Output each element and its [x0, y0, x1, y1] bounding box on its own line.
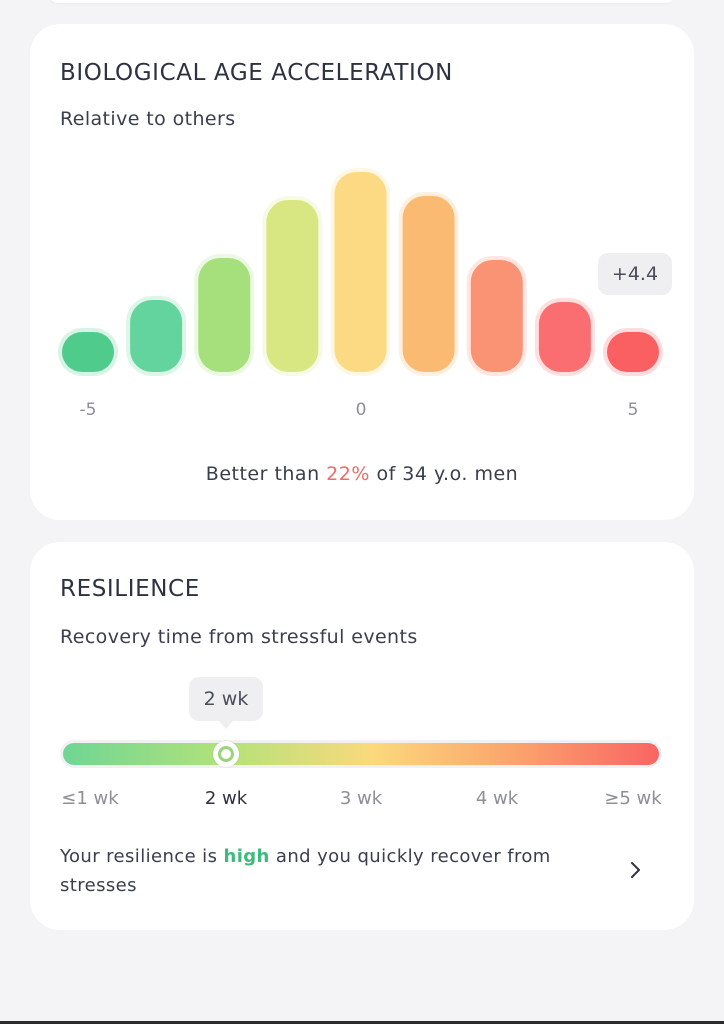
resilience-description: Your resilience is high and you quickly … — [60, 842, 570, 900]
age-distribution-chart — [58, 168, 663, 376]
x-tick-max: 5 — [627, 400, 639, 420]
summary-suffix: of 34 y.o. men — [369, 463, 519, 485]
chevron-right-icon[interactable] — [626, 858, 646, 882]
distribution-bar — [62, 332, 114, 372]
biological-age-card: BIOLOGICAL AGE ACCELERATION Relative to … — [30, 24, 694, 520]
previous-card-edge — [46, 0, 678, 3]
resilience-pill-pointer — [219, 721, 233, 729]
resilience-marker-ring — [218, 746, 234, 762]
distribution-bar — [130, 300, 183, 372]
distribution-bar — [538, 302, 591, 372]
bio-age-value-pill: +4.4 — [598, 253, 672, 295]
x-tick-mid: 0 — [355, 400, 367, 420]
summary-prefix: Better than — [205, 463, 327, 485]
distribution-bar — [334, 172, 387, 372]
scale-label-3wk: 3 wk — [339, 788, 383, 809]
resilience-title: RESILIENCE — [60, 576, 200, 602]
x-tick-min: -5 — [79, 400, 97, 420]
distribution-bar — [607, 332, 659, 372]
scale-label-4wk: 4 wk — [475, 788, 519, 809]
bio-age-subtitle: Relative to others — [60, 108, 236, 130]
bio-age-summary: Better than 22% of 34 y.o. men — [30, 463, 694, 485]
resilience-card[interactable]: RESILIENCE Recovery time from stressful … — [30, 542, 694, 930]
scale-label-2wk: 2 wk — [204, 788, 248, 809]
distribution-bar — [266, 200, 319, 372]
bio-age-title: BIOLOGICAL AGE ACCELERATION — [60, 60, 453, 86]
summary-percentile: 22% — [326, 463, 370, 485]
resilience-scale-bar — [60, 740, 662, 768]
distribution-bar — [402, 196, 455, 372]
distribution-bar — [198, 258, 251, 372]
scale-label-5wk: ≥5 wk — [604, 788, 662, 809]
distribution-bar — [470, 260, 523, 372]
desc-level: high — [223, 846, 270, 867]
resilience-gradient — [63, 743, 659, 765]
bottom-edge — [0, 1021, 724, 1024]
desc-suffix: and you quickly recover from stresses — [60, 846, 551, 896]
resilience-subtitle: Recovery time from stressful events — [60, 626, 418, 648]
resilience-value-pill: 2 wk — [189, 677, 263, 721]
scale-label-1wk: ≤1 wk — [61, 788, 119, 809]
desc-prefix: Your resilience is — [60, 846, 224, 867]
resilience-marker — [213, 741, 239, 767]
